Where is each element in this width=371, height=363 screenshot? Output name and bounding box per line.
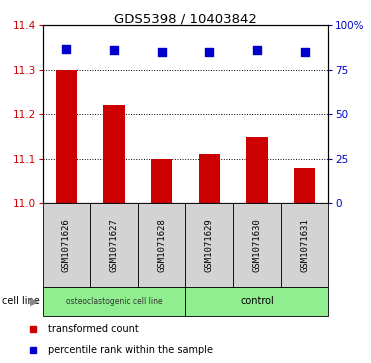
Bar — [246, 136, 267, 203]
Bar — [294, 168, 315, 203]
Text: GSM1071631: GSM1071631 — [300, 218, 309, 272]
Text: GSM1071627: GSM1071627 — [109, 218, 119, 272]
Point — [111, 48, 117, 53]
Text: GSM1071629: GSM1071629 — [205, 218, 214, 272]
Text: GSM1071628: GSM1071628 — [157, 218, 166, 272]
Point — [302, 49, 308, 55]
Bar — [186, 203, 233, 287]
Bar — [281, 203, 328, 287]
Point — [159, 49, 165, 55]
Bar — [186, 287, 328, 316]
Text: control: control — [240, 296, 274, 306]
Text: cell line: cell line — [2, 296, 40, 306]
Text: osteoclastogenic cell line: osteoclastogenic cell line — [66, 297, 162, 306]
Point — [63, 46, 69, 52]
Bar — [43, 203, 90, 287]
Text: GSM1071630: GSM1071630 — [252, 218, 262, 272]
Bar — [233, 203, 281, 287]
Text: GDS5398 / 10403842: GDS5398 / 10403842 — [114, 13, 257, 26]
Text: percentile rank within the sample: percentile rank within the sample — [49, 345, 213, 355]
Point — [254, 48, 260, 53]
Bar — [104, 105, 125, 203]
Text: ▶: ▶ — [30, 296, 39, 306]
Text: transformed count: transformed count — [49, 324, 139, 334]
Bar — [138, 203, 186, 287]
Bar — [43, 287, 186, 316]
Bar — [198, 154, 220, 203]
Bar — [56, 70, 77, 203]
Bar — [151, 159, 173, 203]
Bar — [90, 203, 138, 287]
Text: GSM1071626: GSM1071626 — [62, 218, 71, 272]
Point — [206, 49, 212, 55]
